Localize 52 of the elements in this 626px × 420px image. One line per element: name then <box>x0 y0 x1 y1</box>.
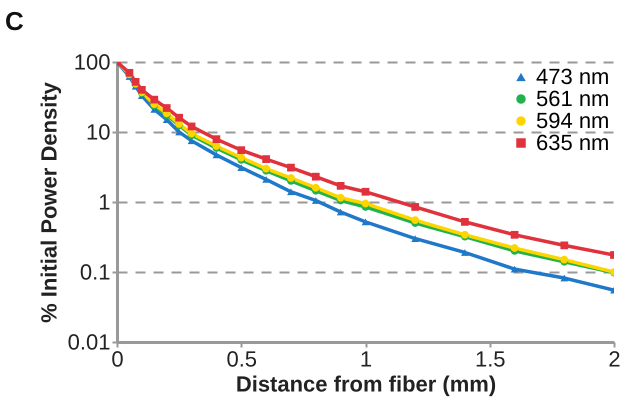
point <box>262 176 270 183</box>
point <box>336 182 345 190</box>
point <box>411 203 420 211</box>
point <box>461 218 469 226</box>
point <box>560 274 568 282</box>
legend-label: 473 nm <box>536 64 610 89</box>
x-axis-title: Distance from fiber (mm) <box>236 372 496 396</box>
point <box>312 197 320 204</box>
x-tick-label: 0.5 <box>226 346 258 372</box>
point <box>510 230 518 239</box>
point <box>287 174 295 182</box>
point <box>411 235 420 242</box>
x-tick-label: 0 <box>111 346 124 372</box>
point <box>138 86 146 94</box>
point <box>175 114 183 122</box>
y-tick-label: 10 <box>86 120 110 144</box>
point <box>237 146 246 154</box>
point <box>461 249 469 256</box>
point <box>188 122 196 130</box>
point <box>362 188 370 196</box>
point <box>212 135 220 144</box>
y-tick-label: 0.01 <box>68 330 110 354</box>
y-tick-label: 0.1 <box>80 260 110 284</box>
point <box>212 152 220 158</box>
point <box>362 218 370 226</box>
point <box>287 164 295 172</box>
y-axis-title: % Initial Power Density <box>36 81 62 323</box>
legend-label: 594 nm <box>536 108 610 133</box>
y-tick-label: 100 <box>74 50 110 74</box>
point <box>336 194 345 202</box>
x-tick-label: 1 <box>360 346 372 372</box>
legend-label: 561 nm <box>536 86 610 111</box>
x-tick-label: 1.5 <box>474 346 506 372</box>
point <box>510 244 518 252</box>
point <box>560 242 568 250</box>
x-tick-label: 2 <box>608 346 621 372</box>
point <box>510 266 518 272</box>
point <box>336 208 345 216</box>
chart-title: C <box>5 6 24 36</box>
point <box>162 104 171 112</box>
point <box>362 200 370 208</box>
y-tick-label: 1 <box>98 190 110 214</box>
point <box>262 155 270 163</box>
point <box>411 216 420 224</box>
point <box>150 96 158 104</box>
point <box>312 172 320 181</box>
point <box>287 188 295 196</box>
point <box>262 164 270 172</box>
legend-label: 635 nm <box>536 130 610 155</box>
point <box>237 154 246 162</box>
point <box>312 184 320 192</box>
point <box>237 164 246 171</box>
